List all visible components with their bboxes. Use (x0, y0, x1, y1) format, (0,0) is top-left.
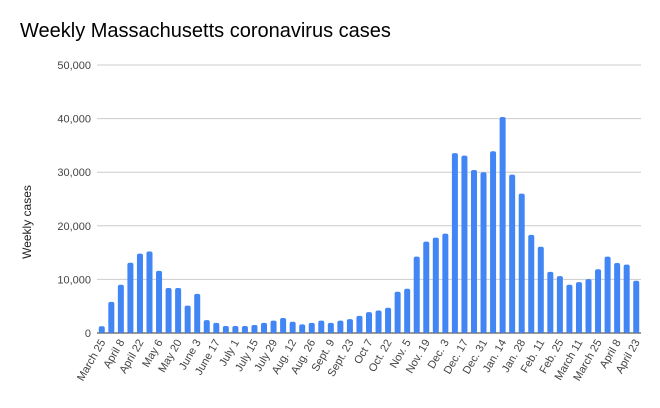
bar (213, 322, 220, 333)
bar (623, 264, 630, 333)
bar (528, 234, 535, 333)
bar (499, 116, 506, 333)
bar (404, 288, 411, 333)
bar (509, 174, 516, 333)
bar (547, 271, 554, 333)
bar (241, 326, 248, 333)
chart-title: Weekly Massachusetts coronavirus cases (20, 20, 391, 42)
bar (146, 251, 153, 333)
bar (175, 287, 182, 333)
bar (203, 320, 210, 333)
bar (451, 153, 458, 333)
bar (566, 284, 573, 333)
bar (318, 320, 325, 333)
bar (194, 293, 201, 333)
bar (346, 319, 353, 333)
bar (385, 307, 392, 333)
bar (595, 269, 602, 333)
bar (614, 263, 621, 333)
y-tick-label: 0 (85, 328, 91, 340)
y-tick-label: 10,000 (57, 274, 91, 286)
bar (261, 322, 268, 333)
bar (442, 233, 449, 333)
bar (356, 315, 363, 333)
bar (470, 170, 477, 333)
bar (289, 321, 296, 333)
bar (490, 151, 497, 333)
bar (127, 262, 134, 333)
bar (108, 301, 115, 333)
bar (136, 253, 143, 333)
bar (308, 322, 315, 333)
bar (585, 279, 592, 333)
bar (299, 324, 306, 333)
y-axis-label: Weekly cases (20, 185, 34, 259)
bar (222, 326, 229, 333)
bar (375, 310, 382, 333)
bar (556, 276, 563, 333)
bar (480, 172, 487, 333)
bar (280, 317, 287, 333)
y-tick-label: 50,000 (57, 60, 91, 72)
bar (394, 291, 401, 333)
bar (604, 256, 611, 333)
y-tick-label: 30,000 (57, 167, 91, 179)
bar (232, 326, 239, 333)
bar (184, 305, 191, 333)
bar (537, 246, 544, 333)
bar (165, 287, 172, 333)
bar (98, 326, 105, 333)
bar (366, 312, 372, 333)
bar (423, 241, 430, 333)
bar (518, 193, 525, 333)
bar (461, 155, 468, 333)
y-tick-label: 20,000 (57, 221, 91, 233)
bar (337, 320, 344, 333)
bar (270, 320, 277, 333)
bar (432, 237, 439, 333)
bar (251, 324, 258, 333)
bar (413, 256, 420, 333)
bar (327, 322, 334, 333)
bar (575, 282, 582, 333)
bar (633, 280, 640, 333)
bar (156, 270, 163, 333)
bar (117, 284, 124, 333)
y-tick-label: 40,000 (57, 114, 91, 126)
